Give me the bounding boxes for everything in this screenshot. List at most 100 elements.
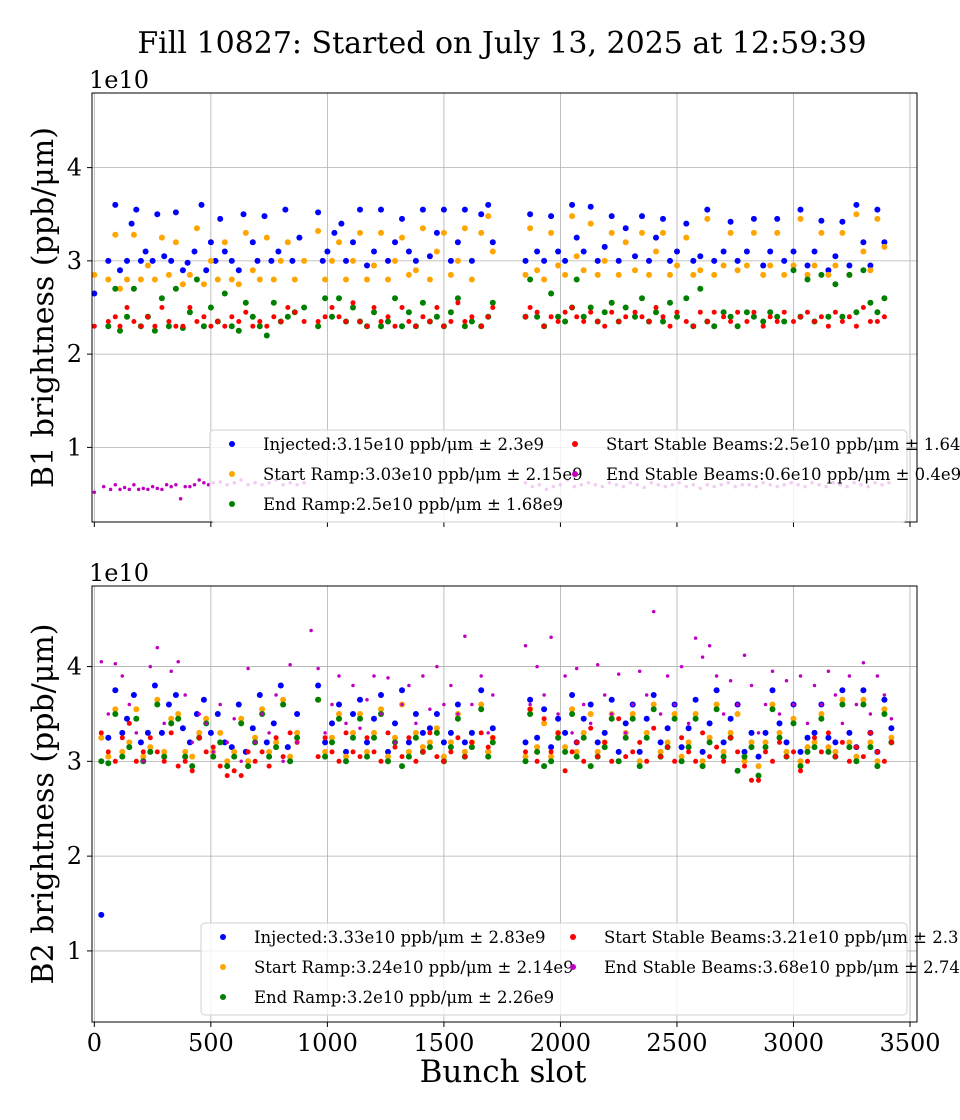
data-point (728, 679, 733, 683)
data-point (555, 248, 562, 255)
data-point (825, 748, 832, 755)
data-point (271, 314, 277, 320)
data-point (188, 484, 192, 489)
data-point (456, 712, 460, 716)
data-point (562, 744, 569, 751)
data-point (330, 702, 334, 707)
data-point (632, 309, 638, 315)
data-point (259, 706, 266, 713)
data-point (263, 234, 270, 241)
data-point (720, 309, 727, 316)
data-point (774, 313, 781, 320)
legend-item: Injected:3.33e10 ppb/μm ± 2.83e9 (220, 928, 545, 947)
data-point (562, 729, 569, 736)
data-point (713, 706, 720, 713)
data-point (832, 748, 839, 755)
data-point (215, 319, 221, 324)
data-point (287, 758, 294, 765)
data-point (720, 739, 727, 746)
data-point (140, 753, 147, 760)
data-point (329, 749, 335, 755)
data-point (839, 696, 846, 703)
data-point (541, 716, 547, 722)
data-point (587, 711, 594, 717)
data-point (343, 319, 349, 324)
data-point (615, 748, 622, 755)
data-point (266, 748, 273, 755)
data-point (165, 701, 172, 708)
data-point (315, 209, 322, 216)
data-point (804, 734, 811, 741)
data-point (392, 295, 398, 302)
data-point (256, 692, 263, 698)
legend-marker (229, 471, 235, 477)
data-point (350, 300, 356, 306)
data-point (672, 758, 678, 764)
data-point (179, 267, 186, 274)
data-point (636, 763, 643, 770)
data-point (657, 748, 664, 755)
data-point (154, 701, 161, 708)
data-point (825, 734, 832, 741)
data-point (797, 748, 804, 755)
data-point (406, 735, 412, 741)
data-point (881, 239, 888, 246)
data-point (190, 740, 194, 745)
data-point (811, 744, 818, 751)
data-point (186, 309, 193, 316)
data-point (98, 734, 105, 741)
data-point (253, 740, 257, 745)
data-point (261, 213, 268, 220)
data-point (184, 259, 191, 266)
data-point (660, 229, 666, 236)
data-point (839, 319, 845, 324)
data-point (242, 229, 249, 236)
x-tick-label: 3000 (763, 1029, 824, 1057)
data-point (91, 271, 98, 278)
data-point (155, 486, 160, 491)
data-point (385, 753, 391, 760)
data-point (405, 248, 412, 255)
data-point (728, 735, 734, 741)
data-point (196, 729, 203, 736)
series-start-ramp (91, 211, 888, 292)
data-point (461, 225, 468, 232)
data-point (522, 739, 529, 746)
data-point (713, 687, 720, 694)
data-point (148, 664, 153, 669)
data-point (193, 276, 200, 283)
data-point (485, 753, 492, 760)
data-point (602, 693, 607, 697)
data-point (555, 262, 562, 269)
data-point (660, 215, 666, 222)
data-point (777, 739, 782, 745)
data-point (573, 753, 580, 760)
data-point (602, 323, 608, 329)
data-point (175, 715, 182, 722)
data-point (478, 323, 484, 329)
data-point (867, 744, 874, 751)
data-point (727, 715, 734, 722)
data-point (882, 693, 887, 697)
data-point (650, 692, 657, 698)
data-point (214, 711, 221, 717)
data-point (264, 323, 270, 329)
legend-item: End Stable Beams:3.68e10 ppb/μm ± 2.74e9 (570, 958, 960, 977)
data-point (140, 749, 146, 755)
data-point (608, 715, 615, 722)
data-point (316, 666, 320, 671)
data-point (667, 299, 673, 306)
data-point (357, 206, 363, 213)
data-point (622, 720, 629, 727)
data-point (189, 768, 195, 774)
data-point (720, 748, 727, 755)
data-point (760, 323, 766, 329)
data-point (791, 749, 796, 755)
data-point (874, 215, 881, 222)
legend-marker (570, 964, 576, 970)
data-point (616, 319, 622, 324)
x-tick-label: 1000 (297, 1029, 358, 1057)
data-point (371, 749, 377, 755)
data-point (245, 758, 252, 765)
data-point (469, 314, 475, 320)
